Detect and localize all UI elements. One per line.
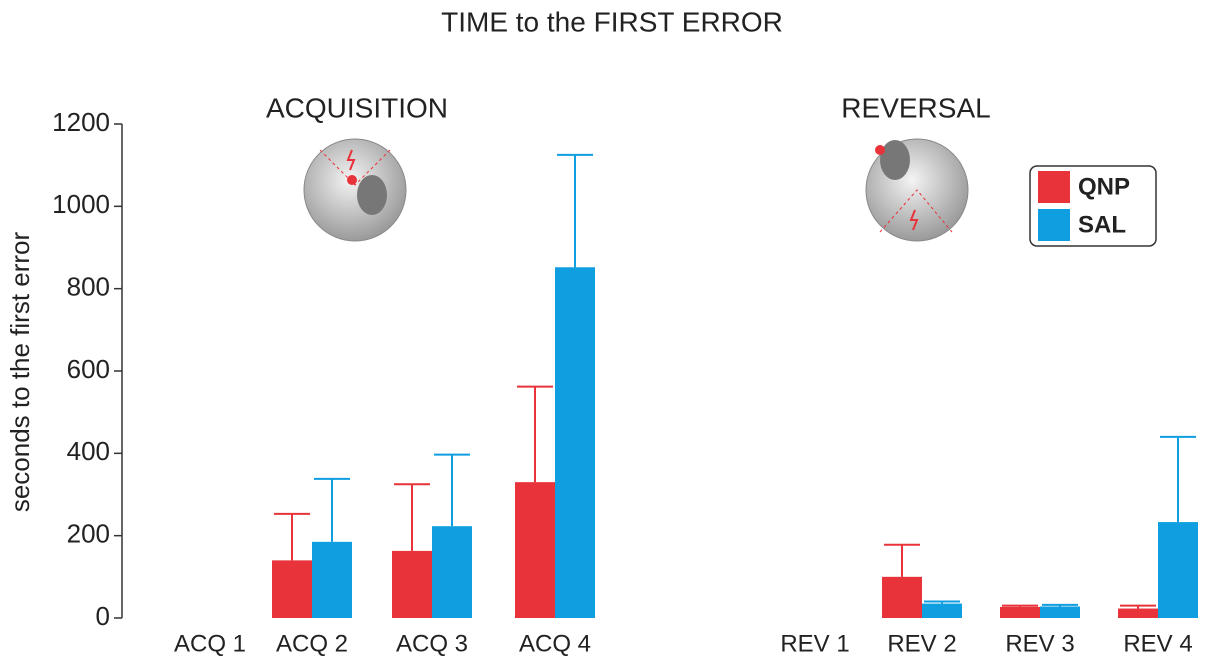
bar (555, 267, 595, 618)
annotation: REVERSAL (841, 92, 990, 123)
bar (1040, 606, 1080, 618)
legend-label: SAL (1078, 211, 1126, 238)
bar (882, 576, 922, 618)
x-tick-label: REV 2 (887, 630, 956, 657)
x-tick-label: REV 3 (1005, 630, 1074, 657)
maze-icon (865, 138, 969, 242)
x-tick-label: ACQ 2 (276, 630, 348, 657)
bar (272, 560, 312, 618)
x-tick-label: ACQ 1 (174, 630, 246, 657)
x-tick-label: ACQ 4 (519, 630, 591, 657)
y-tick-label: 200 (67, 519, 110, 549)
y-tick-label: 600 (67, 354, 110, 384)
y-tick-label: 1200 (52, 107, 110, 137)
y-tick-label: 1000 (52, 189, 110, 219)
legend-swatch (1038, 209, 1070, 241)
chart-title: TIME to the FIRST ERROR (441, 6, 783, 37)
bar (432, 526, 472, 618)
legend-swatch (1038, 171, 1070, 203)
bar (1118, 608, 1158, 618)
x-tick-label: REV 1 (780, 630, 849, 657)
y-tick-label: 400 (67, 436, 110, 466)
y-axis-label: seconds to the first error (5, 231, 35, 512)
y-tick-label: 800 (67, 272, 110, 302)
bar (515, 482, 555, 618)
bar (922, 603, 962, 618)
legend-label: QNP (1078, 173, 1130, 200)
bar (1000, 606, 1040, 618)
x-tick-label: REV 4 (1123, 630, 1192, 657)
annotation: ACQUISITION (266, 92, 448, 123)
y-tick-label: 0 (96, 601, 110, 631)
x-tick-label: ACQ 3 (396, 630, 468, 657)
bar (1158, 522, 1198, 618)
bar (312, 541, 352, 618)
bar (392, 550, 432, 618)
maze-icon (303, 138, 407, 242)
